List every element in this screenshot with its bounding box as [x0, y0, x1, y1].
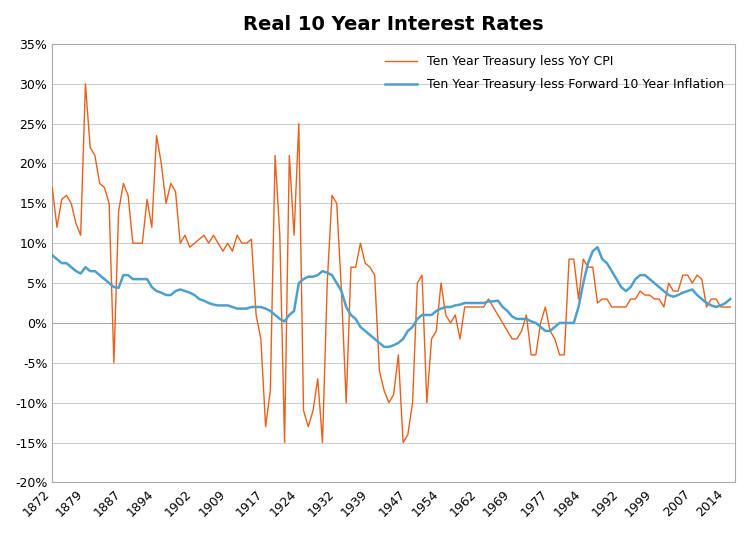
Ten Year Treasury less YoY CPI: [261, 423, 270, 430]
Ten Year Treasury less Forward 10 Year Inflation: [147, 284, 156, 290]
Title: Real 10 Year Interest Rates: Real 10 Year Interest Rates: [243, 15, 544, 34]
Ten Year Treasury less YoY CPI: [726, 304, 735, 310]
Ten Year Treasury less YoY CPI: [612, 304, 621, 310]
Ten Year Treasury less YoY CPI: [100, 184, 109, 191]
Ten Year Treasury less YoY CPI: [152, 132, 161, 139]
Ten Year Treasury less Forward 10 Year Inflation: [726, 296, 735, 302]
Ten Year Treasury less YoY CPI: [48, 184, 57, 191]
Ten Year Treasury less YoY CPI: [81, 81, 90, 87]
Ten Year Treasury less Forward 10 Year Inflation: [593, 244, 602, 250]
Ten Year Treasury less Forward 10 Year Inflation: [256, 304, 265, 310]
Ten Year Treasury less Forward 10 Year Inflation: [380, 344, 388, 350]
Ten Year Treasury less YoY CPI: [280, 439, 289, 446]
Ten Year Treasury less Forward 10 Year Inflation: [612, 276, 621, 282]
Legend: Ten Year Treasury less YoY CPI, Ten Year Treasury less Forward 10 Year Inflation: Ten Year Treasury less YoY CPI, Ten Year…: [380, 50, 729, 96]
Ten Year Treasury less YoY CPI: [602, 296, 611, 302]
Line: Ten Year Treasury less Forward 10 Year Inflation: Ten Year Treasury less Forward 10 Year I…: [53, 247, 730, 347]
Ten Year Treasury less Forward 10 Year Inflation: [48, 252, 57, 258]
Ten Year Treasury less Forward 10 Year Inflation: [602, 260, 611, 266]
Ten Year Treasury less Forward 10 Year Inflation: [536, 324, 545, 330]
Ten Year Treasury less YoY CPI: [541, 304, 550, 310]
Ten Year Treasury less Forward 10 Year Inflation: [95, 272, 104, 278]
Line: Ten Year Treasury less YoY CPI: Ten Year Treasury less YoY CPI: [53, 84, 730, 443]
